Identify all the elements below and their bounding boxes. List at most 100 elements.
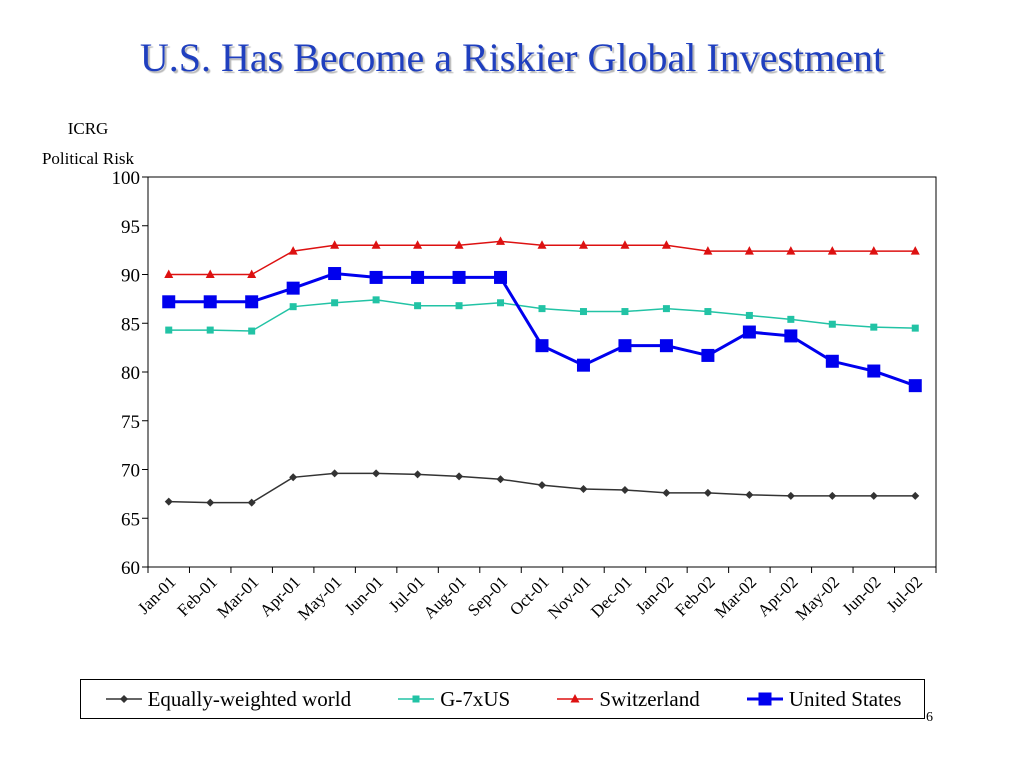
data-point	[703, 488, 712, 497]
data-point	[745, 490, 754, 499]
data-point	[742, 325, 756, 339]
legend-label: Switzerland	[599, 686, 700, 711]
legend-label: Equally-weighted world	[147, 686, 352, 711]
plot-area	[147, 176, 937, 568]
series-equally-weighted-world	[164, 469, 920, 507]
data-point	[371, 240, 381, 249]
data-point	[828, 491, 837, 500]
data-point	[288, 246, 298, 255]
x-tick-label: May-01	[294, 572, 345, 623]
legend-label: G-7xUS	[440, 686, 511, 711]
legend-marker	[570, 694, 580, 703]
data-point	[869, 491, 878, 500]
y-tick-label: 60	[121, 558, 140, 579]
data-point	[579, 485, 588, 493]
data-point	[661, 240, 671, 249]
data-point	[289, 473, 298, 482]
x-tick-label: Jan-02	[632, 572, 677, 617]
data-point	[162, 295, 176, 309]
data-point	[369, 270, 383, 284]
data-point	[455, 302, 463, 310]
y-tick-label: 90	[121, 266, 140, 287]
y-tick-label: 65	[121, 509, 140, 530]
data-point	[247, 269, 257, 278]
page-number: 6	[926, 710, 933, 725]
slide-title: U.S. Has Become a Riskier Global Investm…	[139, 35, 885, 80]
chart-legend: Equally-weighted world G-7xUS Switzerland U…	[80, 679, 925, 719]
data-point	[455, 472, 464, 481]
data-point	[289, 303, 297, 311]
data-point	[703, 246, 713, 255]
data-point	[414, 302, 422, 310]
data-point	[786, 491, 795, 500]
data-point	[328, 267, 342, 281]
data-point	[911, 324, 919, 332]
legend-item: United States	[745, 686, 902, 712]
data-point	[576, 358, 590, 372]
data-point	[497, 299, 505, 307]
y-tick-label: 85	[121, 314, 140, 335]
data-point	[908, 379, 922, 393]
x-tick-label: Jun-01	[341, 572, 387, 618]
data-point	[164, 497, 173, 506]
data-point	[618, 339, 632, 353]
data-point	[745, 311, 753, 319]
data-point	[248, 327, 256, 335]
x-tick-label: May-02	[792, 572, 843, 623]
data-point	[330, 469, 339, 478]
legend-label: United States	[788, 686, 902, 711]
data-point	[205, 269, 215, 278]
data-point	[659, 339, 673, 353]
data-point	[330, 240, 340, 249]
data-point	[910, 246, 920, 255]
legend-marker	[412, 695, 420, 703]
legend-swatch	[746, 692, 783, 706]
data-point	[538, 481, 546, 490]
data-point	[372, 296, 380, 304]
data-point	[413, 470, 422, 479]
data-point	[538, 305, 546, 313]
data-point	[786, 246, 796, 255]
data-point	[870, 323, 878, 331]
data-point	[867, 364, 881, 378]
x-tick-label: Feb-02	[671, 572, 718, 619]
data-point	[372, 469, 381, 478]
data-point	[494, 270, 508, 284]
series-united-states	[162, 267, 922, 393]
x-tick-label: Feb-01	[174, 572, 221, 619]
data-point	[206, 498, 215, 507]
data-point	[286, 281, 300, 295]
data-point	[784, 329, 798, 343]
x-tick-label: Jul-02	[883, 572, 926, 615]
legend-item: G-7xUS	[396, 687, 510, 712]
y-tick-label: 70	[121, 461, 140, 482]
data-point	[828, 320, 836, 328]
series-g-7xus	[165, 296, 919, 335]
data-point	[701, 348, 715, 362]
data-point	[578, 240, 588, 249]
data-point	[662, 488, 671, 497]
data-point	[206, 326, 214, 334]
legend-swatch	[398, 695, 435, 703]
y-tick-label: 80	[121, 363, 140, 384]
x-tick-label: Nov-01	[544, 572, 594, 622]
y-tick-label: 75	[121, 412, 140, 433]
data-point	[203, 295, 217, 309]
legend-swatch	[557, 694, 594, 703]
y-axis-title-line2: Political Risk	[42, 149, 135, 168]
x-tick-label: Jun-02	[838, 572, 884, 618]
line-chart: ICRG Political Risk 6065707580859095100 …	[42, 119, 937, 624]
x-tick-label: Mar-01	[213, 572, 262, 621]
data-point	[869, 246, 879, 255]
y-tick-label: 95	[121, 217, 140, 238]
data-point	[245, 295, 259, 309]
legend-item: Switzerland	[555, 686, 700, 712]
data-point	[331, 299, 339, 307]
data-point	[621, 308, 629, 316]
data-point	[452, 270, 466, 284]
data-point	[165, 326, 173, 334]
series-layer	[162, 236, 922, 507]
data-point	[454, 240, 464, 249]
data-point	[744, 246, 754, 255]
